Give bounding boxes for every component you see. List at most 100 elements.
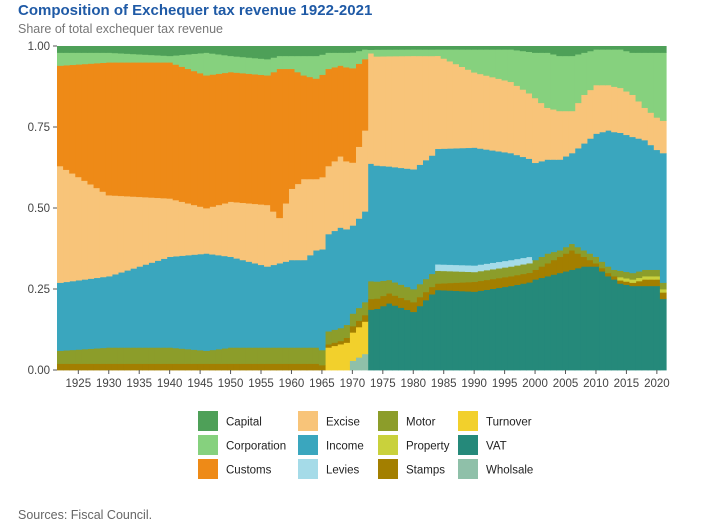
bar-income-1974 [373, 165, 381, 282]
bar-capital-1963 [306, 46, 314, 57]
bar-levies-1989 [465, 265, 472, 272]
bar-income-1945 [197, 253, 204, 351]
bar-customs-1969 [343, 67, 350, 162]
bar-capital-1960 [288, 46, 296, 57]
bar-capital-1941 [172, 46, 180, 56]
bar-stamps-1924 [69, 363, 76, 371]
bar-capital-1975 [379, 46, 387, 50]
bar-corporation-2021 [659, 52, 667, 121]
legend-item-vat: VAT [458, 435, 507, 455]
bar-vat-2015 [623, 284, 631, 371]
bar-capital-2004 [556, 46, 564, 57]
bar-motor-2010 [592, 256, 600, 264]
bar-capital-1946 [203, 46, 210, 53]
bar-excise-2001 [538, 102, 545, 162]
bar-corporation-2015 [623, 50, 631, 92]
bar-corporation-1975 [379, 49, 387, 57]
bar-excise-2002 [544, 107, 551, 160]
bar-excise-1931 [111, 195, 119, 275]
bar-vat-1973 [367, 309, 375, 371]
bar-capital-1947 [209, 46, 216, 54]
legend-swatch [298, 411, 318, 431]
bar-turnover-1972 [361, 321, 369, 355]
bar-capital-1982 [422, 46, 430, 50]
legend-swatch [198, 435, 218, 455]
legend-swatch [378, 459, 398, 479]
x-axis: 1925 1930 1935 1940 1945 1950 1955 1960 1965 1970… [66, 370, 670, 390]
bar-capital-1953 [245, 46, 253, 58]
bar-stamps-2015 [623, 281, 631, 285]
bar-vat-2018 [641, 285, 649, 371]
bar-capital-2020 [653, 46, 661, 53]
bar-income-1980 [410, 169, 417, 290]
x-tick-label: 1940 [157, 378, 183, 390]
bar-income-2017 [635, 138, 643, 272]
bar-income-1930 [105, 276, 113, 348]
bar-capital-1927 [87, 46, 95, 53]
bar-corporation-1935 [136, 54, 143, 63]
bar-stamps-1958 [276, 363, 283, 371]
bar-motor-1969 [343, 324, 350, 338]
bar-excise-1939 [160, 197, 168, 259]
bar-motor-1959 [282, 347, 290, 364]
bar-income-2007 [574, 148, 582, 248]
series-corporation [57, 49, 667, 121]
bar-stamps-1999 [525, 272, 533, 283]
bar-capital-1973 [367, 46, 375, 50]
bar-stamps-2006 [568, 250, 576, 270]
bar-income-1925 [75, 280, 82, 350]
bar-corporation-1998 [519, 50, 527, 90]
bar-income-1981 [416, 164, 423, 285]
bar-corporation-1927 [87, 52, 95, 64]
bar-motor-1957 [270, 347, 277, 364]
bar-income-1991 [477, 148, 484, 265]
bar-stamps-2020 [653, 279, 661, 287]
bar-income-2018 [641, 139, 649, 270]
bar-motor-1955 [257, 347, 265, 364]
bar-customs-1952 [239, 73, 247, 203]
series-excise [57, 53, 667, 283]
bar-income-2000 [532, 162, 539, 261]
bar-property-2016 [629, 279, 637, 283]
bar-capital-1928 [93, 46, 101, 53]
bar-levies-1986 [446, 264, 454, 272]
bar-motor-2001 [538, 256, 545, 267]
bar-income-1985 [440, 148, 448, 265]
bar-excise-1929 [99, 191, 107, 278]
y-tick-label: 0.00 [28, 365, 50, 377]
bar-motor-1949 [221, 348, 229, 364]
bar-excise-1942 [178, 201, 186, 256]
bar-excise-1996 [507, 81, 515, 154]
bar-vat-1995 [501, 286, 509, 371]
bar-capital-1958 [276, 46, 283, 57]
bar-income-1967 [331, 230, 338, 330]
bar-excise-1998 [519, 89, 527, 158]
bar-customs-1962 [300, 75, 308, 180]
bar-corporation-1962 [300, 55, 308, 76]
bar-motor-1928 [93, 348, 101, 364]
bar-stamps-1929 [99, 363, 107, 371]
bar-income-1938 [154, 260, 162, 348]
bar-corporation-1979 [404, 49, 411, 57]
bar-income-1966 [324, 233, 332, 332]
legend-item-turnover: Turnover [458, 411, 532, 431]
bar-vat-1992 [483, 289, 490, 371]
bar-capital-2002 [544, 46, 551, 53]
bar-capital-1935 [136, 46, 143, 55]
bar-motor-1922 [57, 350, 64, 364]
bar-excise-1927 [87, 184, 95, 279]
bar-income-2011 [599, 131, 606, 262]
bar-excise-1924 [69, 173, 76, 282]
bar-excise-1964 [312, 178, 320, 251]
bar-stamps-2016 [629, 282, 637, 287]
bar-excise-1971 [355, 146, 363, 219]
bar-motor-1944 [190, 349, 198, 364]
bar-vat-1997 [513, 284, 521, 371]
bar-corporation-1970 [349, 52, 357, 69]
bar-excise-2020 [653, 117, 661, 151]
bar-motor-1956 [264, 347, 271, 364]
bar-motor-1993 [489, 269, 497, 280]
bar-capital-2012 [605, 46, 612, 50]
x-tick-label: 1995 [492, 378, 518, 390]
bar-excise-2004 [556, 110, 564, 160]
